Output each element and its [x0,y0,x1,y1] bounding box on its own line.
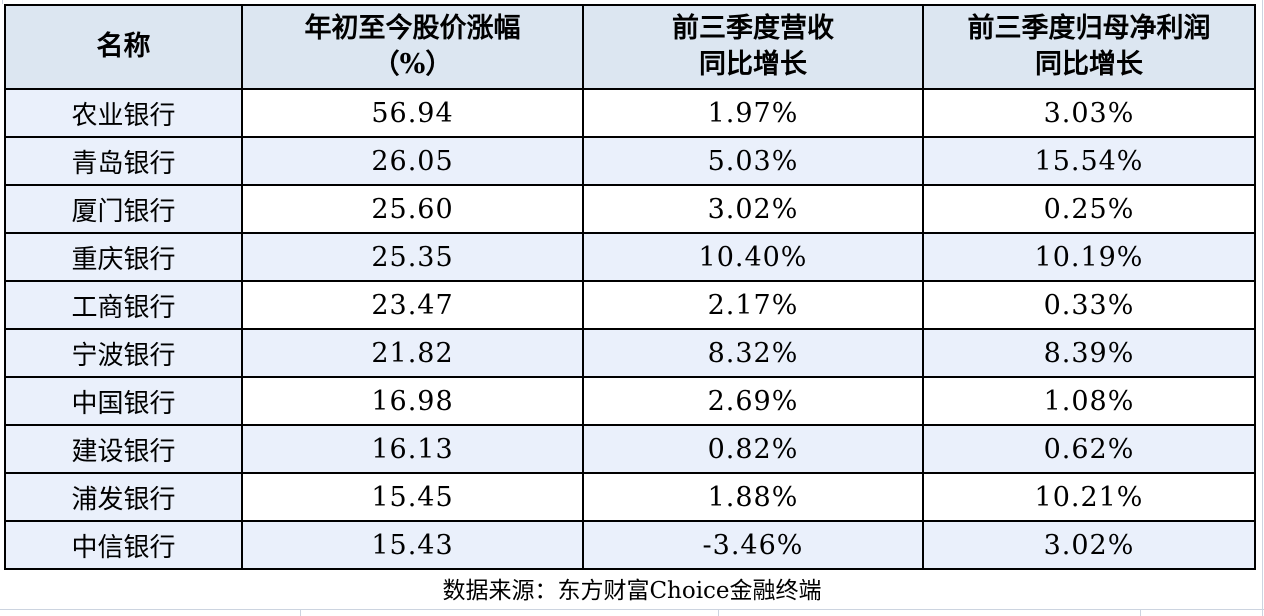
ytd-change-cell: 26.05 [241,136,584,186]
ytd-change-cell: 16.98 [241,376,584,426]
table-row: 浦发银行 15.45 1.88% 10.21% [4,472,1256,522]
ytd-change-cell: 23.47 [241,280,584,330]
profit-growth-cell: 0.33% [922,280,1256,330]
header-profit-line1: 前三季度归母净利润 [967,12,1211,44]
profit-growth-cell: 0.62% [922,424,1256,474]
profit-growth-cell: 3.02% [922,520,1256,570]
ytd-change-cell: 15.43 [241,520,584,570]
header-ytd-line2: （%） [372,49,453,80]
spreadsheet-gridline-horizontal [0,609,1264,610]
bank-name-cell: 浦发银行 [4,472,243,522]
table-row: 工商银行 23.47 2.17% 0.33% [4,280,1256,330]
header-revenue-line2: 同比增长 [699,49,807,80]
header-profit-line2: 同比增长 [1035,49,1143,80]
header-row: 名称 年初至今股价涨幅 （%） 前三季度营收 同比增长 前三季度归母净利润 同比… [4,4,1256,90]
table-row: 农业银行 56.94 1.97% 3.03% [4,88,1256,138]
bank-name-cell: 中信银行 [4,520,243,570]
bank-name-cell: 厦门银行 [4,184,243,234]
profit-growth-cell: 0.25% [922,184,1256,234]
header-profit-growth: 前三季度归母净利润 同比增长 [922,4,1256,90]
ytd-change-cell: 15.45 [241,472,584,522]
header-ytd-change: 年初至今股价涨幅 （%） [241,4,584,90]
spreadsheet-gridline-vertical [1140,610,1141,616]
revenue-growth-cell: 5.03% [582,136,924,186]
table-row: 建设银行 16.13 0.82% 0.62% [4,424,1256,474]
ytd-change-cell: 21.82 [241,328,584,378]
ytd-change-cell: 16.13 [241,424,584,474]
header-name: 名称 [4,4,243,90]
table-row: 中信银行 15.43 -3.46% 3.02% [4,520,1256,570]
spreadsheet-gridline-vertical [300,610,301,616]
revenue-growth-cell: 1.97% [582,88,924,138]
revenue-growth-cell: 3.02% [582,184,924,234]
ytd-change-cell: 25.60 [241,184,584,234]
bank-name-cell: 工商银行 [4,280,243,330]
spreadsheet-gridline-vertical [718,610,719,616]
revenue-growth-cell: 10.40% [582,232,924,282]
header-revenue-growth: 前三季度营收 同比增长 [582,4,924,90]
profit-growth-cell: 1.08% [922,376,1256,426]
header-ytd-line1: 年初至今股价涨幅 [304,12,521,44]
bank-performance-table: 名称 年初至今股价涨幅 （%） 前三季度营收 同比增长 前三季度归母净利润 同比… [4,4,1256,570]
revenue-growth-cell: -3.46% [582,520,924,570]
table-row: 厦门银行 25.60 3.02% 0.25% [4,184,1256,234]
ytd-change-cell: 56.94 [241,88,584,138]
profit-growth-cell: 10.21% [922,472,1256,522]
profit-growth-cell: 8.39% [922,328,1256,378]
profit-growth-cell: 3.03% [922,88,1256,138]
table-row: 中国银行 16.98 2.69% 1.08% [4,376,1256,426]
bank-name-cell: 中国银行 [4,376,243,426]
header-name-label: 名称 [96,30,151,62]
bank-name-cell: 宁波银行 [4,328,243,378]
data-source-caption: 数据来源：东方财富Choice金融终端 [0,574,1264,608]
profit-growth-cell: 10.19% [922,232,1256,282]
table-row: 宁波银行 21.82 8.32% 8.39% [4,328,1256,378]
revenue-growth-cell: 2.17% [582,280,924,330]
revenue-growth-cell: 8.32% [582,328,924,378]
revenue-growth-cell: 0.82% [582,424,924,474]
table-row: 重庆银行 25.35 10.40% 10.19% [4,232,1256,282]
spreadsheet-gridline-right [1262,0,1263,616]
bank-name-cell: 青岛银行 [4,136,243,186]
spreadsheet-gridline-stub [2,0,3,4]
bank-name-cell: 重庆银行 [4,232,243,282]
profit-growth-cell: 15.54% [922,136,1256,186]
table-row: 青岛银行 26.05 5.03% 15.54% [4,136,1256,186]
header-revenue-line1: 前三季度营收 [672,12,834,44]
ytd-change-cell: 25.35 [241,232,584,282]
bank-name-cell: 建设银行 [4,424,243,474]
revenue-growth-cell: 2.69% [582,376,924,426]
bank-name-cell: 农业银行 [4,88,243,138]
revenue-growth-cell: 1.88% [582,472,924,522]
